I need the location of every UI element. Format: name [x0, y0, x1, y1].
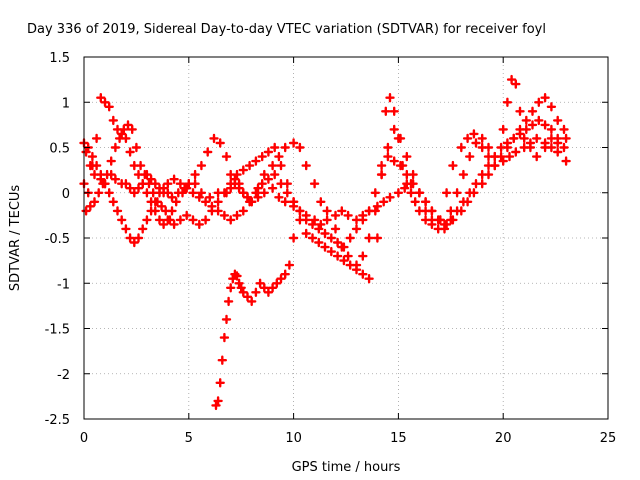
- axis-ticks: 0 5 10 15 20 25 -2.5 -2 -1.5 -1 -0.5 0 0.5 1 1.5: [45, 51, 617, 446]
- y-tick-label: 0: [62, 187, 70, 202]
- series-markers-track-a: [79, 133, 571, 230]
- y-axis-label: SDTVAR / TECUs: [8, 185, 23, 292]
- x-tick-label: 15: [390, 431, 407, 446]
- y-tick-label: 0.5: [49, 142, 70, 157]
- x-tick-label: 10: [285, 431, 302, 446]
- y-tick-label: -2.5: [45, 413, 70, 428]
- y-tick-label: -2: [57, 368, 70, 383]
- y-tick-label: -0.5: [45, 232, 70, 247]
- y-tick-label: 1: [62, 96, 70, 111]
- series-markers-track-e: [211, 233, 299, 411]
- y-tick-label: -1: [57, 277, 70, 292]
- x-axis-label: GPS time / hours: [292, 460, 401, 475]
- x-tick-label: 5: [185, 431, 193, 446]
- y-tick-label: 1.5: [49, 51, 70, 66]
- x-tick-label: 25: [600, 431, 617, 446]
- x-tick-label: 20: [495, 431, 512, 446]
- y-tick-label: -1.5: [45, 323, 70, 338]
- x-tick-label: 0: [80, 431, 88, 446]
- data-series: [79, 74, 571, 411]
- chart-title: Day 336 of 2019, Sidereal Day-to-day VTE…: [27, 22, 546, 37]
